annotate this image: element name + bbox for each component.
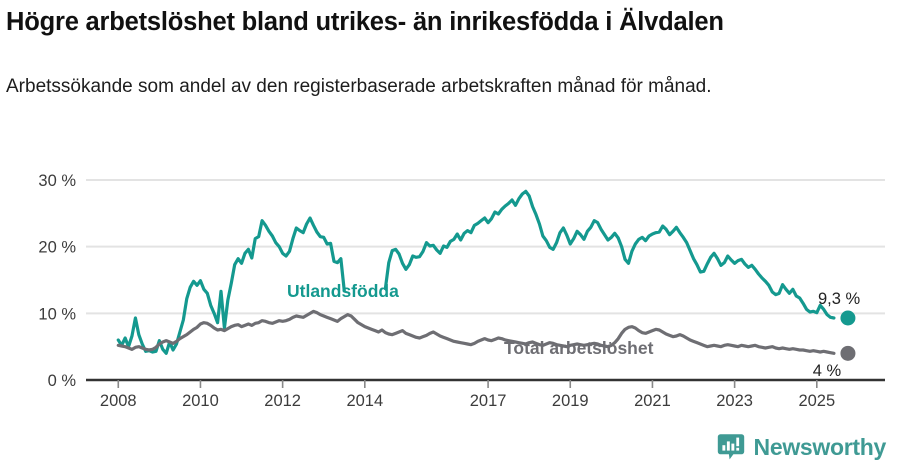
- x-tick-label: 2025: [798, 392, 835, 410]
- data-series: [116, 189, 836, 355]
- y-tick-label: 0 %: [48, 372, 77, 390]
- endpoint-markers: [840, 310, 856, 361]
- x-tick-label: 2021: [634, 392, 671, 410]
- series-endpoint-marker: [840, 310, 856, 326]
- x-tick-label: 2008: [100, 392, 137, 410]
- y-tick-label: 10 %: [38, 305, 76, 323]
- x-tick-label: 2010: [182, 392, 219, 410]
- chart-title: Högre arbetslöshet bland utrikes- än inr…: [6, 8, 724, 36]
- series-line: [116, 216, 346, 355]
- series-label-total-arbetsloshet: Total arbetslöshet: [504, 338, 654, 358]
- x-axis-tick-labels: 2008 2010 2012 2014 2017 2019 2021 2023 2025: [100, 392, 835, 410]
- x-tick-label: 2012: [264, 392, 301, 410]
- series-endpoint-marker: [840, 345, 856, 361]
- chart-subtitle: Arbetssökande som andel av den registerb…: [6, 76, 712, 97]
- newsworthy-logo[interactable]: Newsworthy: [717, 430, 886, 464]
- series-line: [116, 309, 836, 355]
- y-tick-label: 20 %: [38, 239, 76, 257]
- bar-chart-bubble-icon: [717, 434, 744, 460]
- series-label-utlandsfodda: Utlandsfödda: [287, 281, 399, 301]
- x-tick-label: 2014: [346, 392, 383, 410]
- x-axis: [86, 378, 885, 388]
- endpoint-value-total-arbetsloshet: 4 %: [813, 362, 842, 380]
- series-line: [383, 189, 836, 320]
- endpoint-value-utlandsfodda: 9,3 %: [818, 290, 861, 308]
- x-tick-label: 2019: [552, 392, 589, 410]
- x-tick-label: 2023: [716, 392, 753, 410]
- y-axis-tick-labels: 0 % 10 % 20 % 30 %: [38, 172, 76, 390]
- x-tick-label: 2017: [470, 392, 507, 410]
- y-tick-label: 30 %: [38, 172, 76, 190]
- series-annotations: Utlandsfödda Total arbetslöshet 9,3 % 4 %: [287, 281, 861, 380]
- newsworthy-wordmark: Newsworthy: [753, 433, 887, 460]
